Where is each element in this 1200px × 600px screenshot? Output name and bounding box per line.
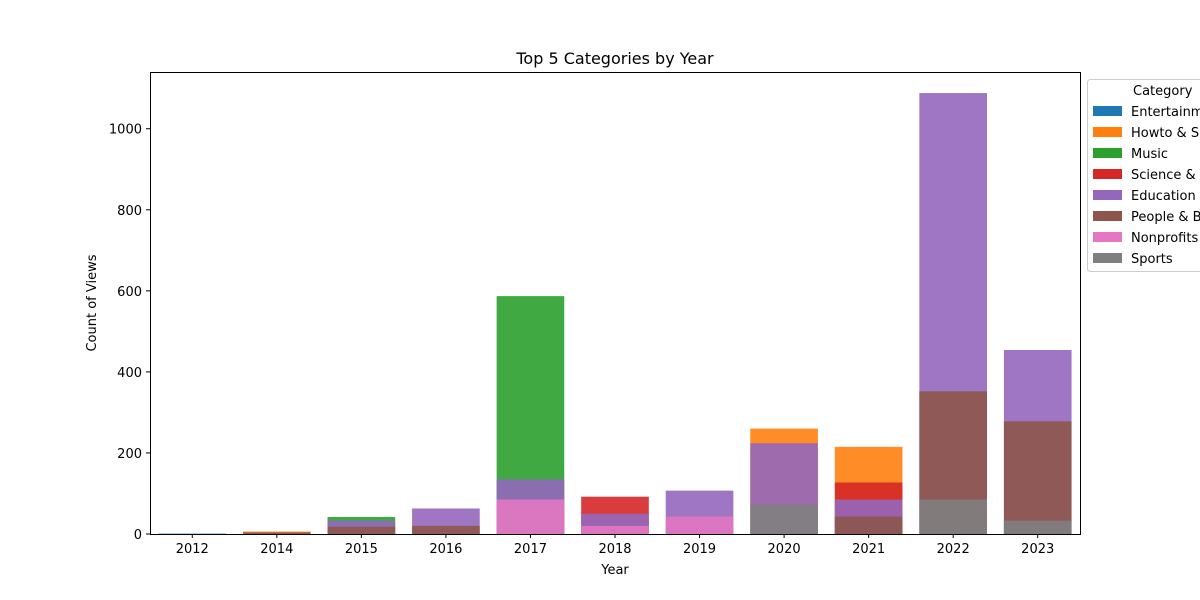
legend-swatch-sports xyxy=(1093,253,1122,263)
x-tick-label: 2012 xyxy=(176,542,209,557)
x-tick-label: 2023 xyxy=(1021,542,1054,557)
bar-people-and-blogs-2021 xyxy=(834,516,903,534)
y-tick-label: 600 xyxy=(117,285,142,300)
legend-swatch-education xyxy=(1093,190,1122,200)
legend-label: Music xyxy=(1131,147,1168,162)
bar-sports-2023 xyxy=(1003,520,1072,534)
x-axis-label: Year xyxy=(600,563,629,578)
bar-sports-2020 xyxy=(750,504,818,534)
y-axis: 0 200 400 600 800 1000 xyxy=(109,123,150,543)
x-tick-label: 2020 xyxy=(768,542,801,557)
chart-title: Top 5 Categories by Year xyxy=(515,49,714,68)
bar-people-and-blogs-2015 xyxy=(327,526,396,534)
legend-swatch-howto-and-style xyxy=(1093,127,1122,137)
bar-people-and-blogs-2023 xyxy=(1003,421,1072,534)
legend: Category Entertainm Howto & S Music Science… xyxy=(1087,79,1200,272)
y-tick-label: 1000 xyxy=(109,123,142,138)
x-axis: 2012 2014 2015 2016 2017 2018 2019 2020 2021 2022… xyxy=(176,534,1054,557)
y-tick-label: 400 xyxy=(117,366,142,381)
y-axis-label: Count of Views xyxy=(85,254,100,351)
legend-swatch-nonprofits-and-activism xyxy=(1093,232,1122,242)
bar-nonprofits-and-activism-2018 xyxy=(581,525,649,534)
legend-label: Howto & S xyxy=(1131,126,1199,141)
legend-swatch-science-and-technology xyxy=(1093,169,1122,179)
x-tick-label: 2016 xyxy=(429,542,462,557)
bar-people-and-blogs-2014 xyxy=(243,532,311,534)
legend-title: Category xyxy=(1133,84,1193,99)
legend-swatch-entertainment xyxy=(1093,106,1122,116)
legend-label: Nonprofits xyxy=(1131,231,1198,246)
legend-items: Entertainm Howto & S Music Science & Educati… xyxy=(1093,105,1200,267)
legend-swatch-people-and-blogs xyxy=(1093,211,1122,221)
bars-layer xyxy=(158,93,1072,535)
legend-label: Education xyxy=(1131,189,1196,204)
x-tick-label: 2014 xyxy=(260,542,293,557)
y-tick-label: 200 xyxy=(117,447,142,462)
x-tick-label: 2021 xyxy=(852,542,885,557)
x-tick-label: 2019 xyxy=(683,542,716,557)
bar-people-and-blogs-2016 xyxy=(412,525,480,534)
legend-label: People & B xyxy=(1131,210,1200,225)
bar-nonprofits-and-activism-2017 xyxy=(496,499,565,534)
bar-nonprofits-and-activism-2019 xyxy=(665,516,734,534)
legend-label: Science & xyxy=(1131,168,1196,183)
x-tick-label: 2015 xyxy=(345,542,378,557)
y-tick-label: 800 xyxy=(117,204,142,219)
legend-swatch-music xyxy=(1093,148,1122,158)
x-tick-label: 2018 xyxy=(598,542,631,557)
x-tick-label: 2017 xyxy=(514,542,547,557)
x-tick-label: 2022 xyxy=(937,542,970,557)
legend-label: Sports xyxy=(1131,252,1173,267)
legend-label: Entertainm xyxy=(1131,105,1200,120)
y-tick-label: 0 xyxy=(134,528,142,543)
bar-sports-2022 xyxy=(919,499,987,534)
